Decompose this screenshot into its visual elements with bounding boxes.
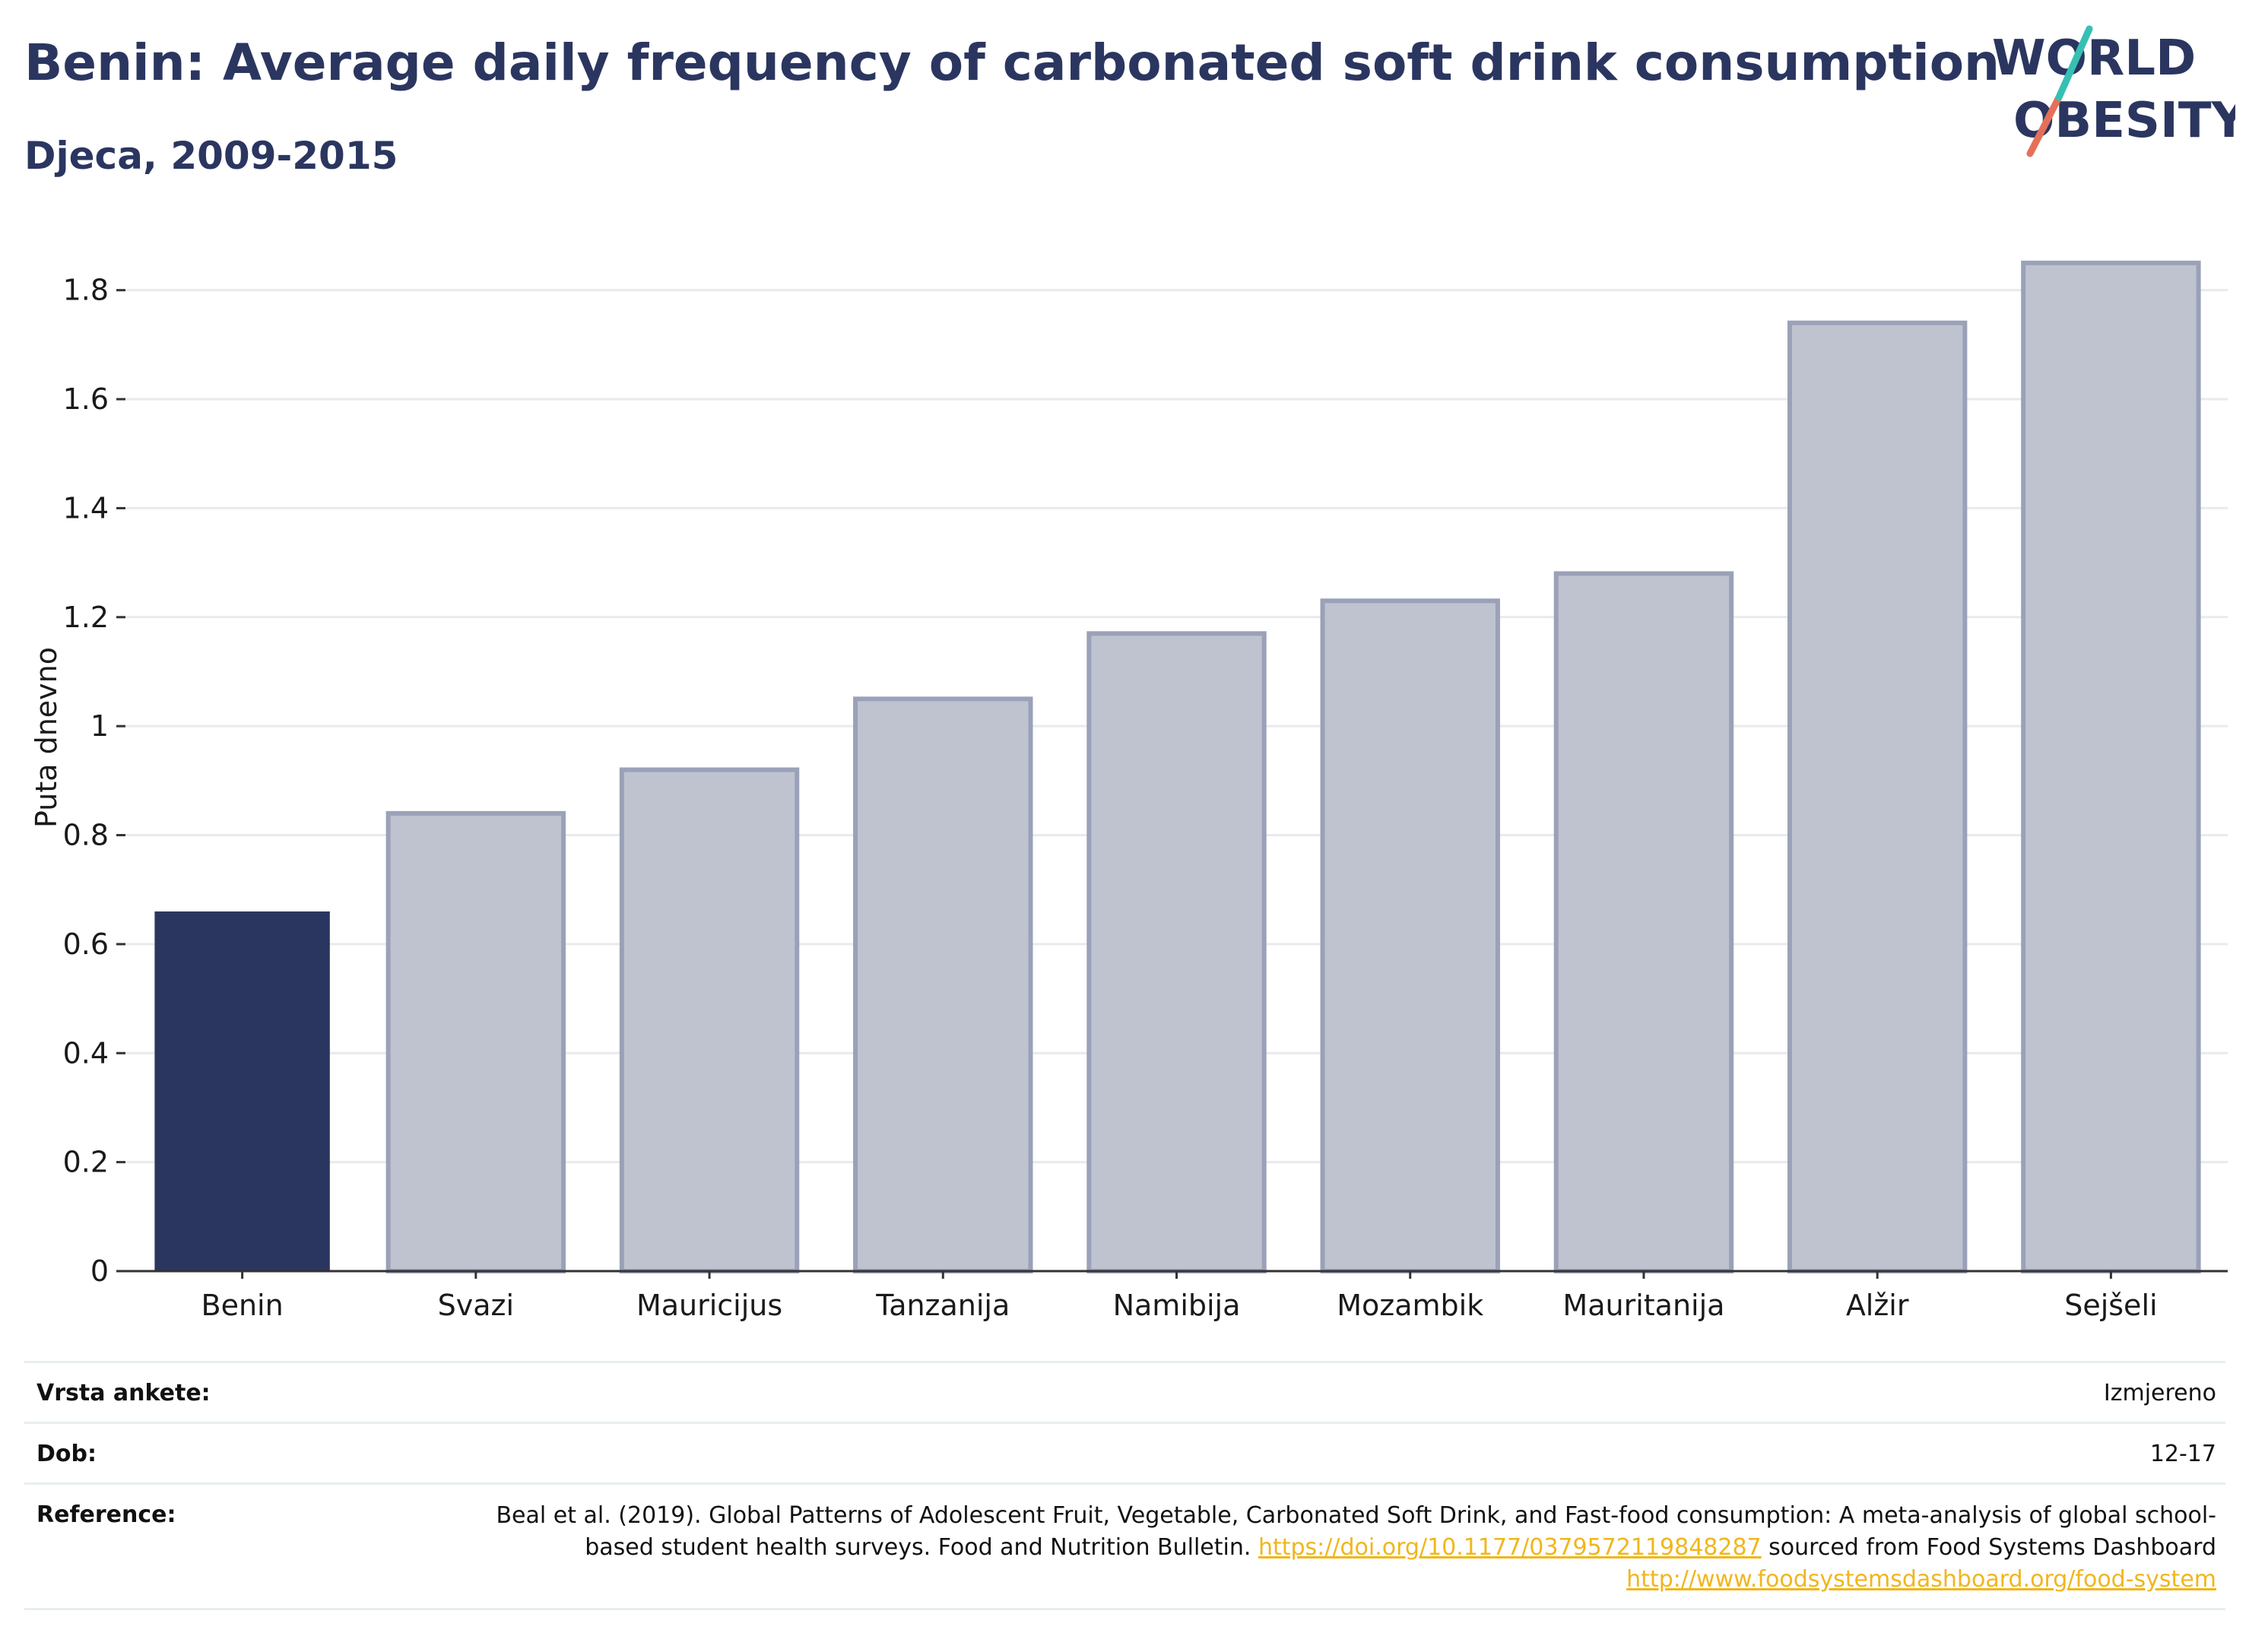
world-obesity-logo: WORLD OBESITY [1992, 25, 2235, 157]
x-tick-label: Benin [201, 1289, 284, 1322]
meta-row-survey: Vrsta ankete: Izmjereno [24, 1361, 2225, 1422]
chart-title: Benin: Average daily frequency of carbon… [24, 33, 2000, 92]
meta-row-age: Dob: 12-17 [24, 1422, 2225, 1482]
y-tick-label: 1.8 [63, 274, 109, 307]
metadata-table: Vrsta ankete: Izmjereno Dob: 12-17 Refer… [24, 1361, 2225, 1610]
y-tick-label: 0.8 [63, 819, 109, 852]
logo-slash-red [2026, 94, 2063, 157]
bar-namibija [1086, 631, 1267, 1273]
meta-row-reference: Reference: Beal et al. (2019). Global Pa… [24, 1482, 2225, 1610]
bar-tanzanija [853, 696, 1033, 1273]
reference-value: Beal et al. (2019). Global Patterns of A… [483, 1485, 2225, 1608]
bar-chart: 0 0.2 0.4 0.6 0.8 1 1.2 1.4 1.6 1.8 Benin Svazi Maur… [30, 260, 2228, 1322]
bar-mauritanija [1553, 571, 1734, 1274]
y-tick-label: 1.4 [63, 491, 109, 525]
x-tick-label: Mozambik [1337, 1289, 1483, 1322]
bar-alžir [1787, 320, 1968, 1274]
logo-slash-teal [2055, 25, 2093, 101]
reference-dashboard-link[interactable]: http://www.foodsystemsdashboard.org/food… [1626, 1566, 2216, 1593]
y-tick-label: 0.6 [63, 927, 109, 961]
logo-line1: WORLD [1992, 30, 2196, 87]
y-axis-label: Puta dnevno [30, 647, 63, 828]
axes: 0 0.2 0.4 0.6 0.8 1 1.2 1.4 1.6 1.8 Benin Svazi Maur… [63, 274, 2228, 1322]
bars [154, 260, 2201, 1274]
age-value: 12-17 [2149, 1441, 2216, 1467]
reference-doi-link[interactable]: https://doi.org/10.1177/0379572119848287 [1258, 1534, 1762, 1561]
reference-label: Reference: [36, 1501, 176, 1528]
x-tick-label: Mauricijus [636, 1289, 782, 1322]
y-tick-label: 0 [90, 1254, 109, 1288]
bar-benin [154, 911, 330, 1271]
reference-source-text: sourced from Food Systems Dashboard [1768, 1534, 2216, 1561]
survey-type-value: Izmjereno [2103, 1380, 2216, 1406]
y-tick-label: 0.2 [63, 1146, 109, 1179]
y-tick-label: 0.4 [63, 1036, 109, 1070]
reference-text: Beal et al. (2019). Global Patterns of A… [496, 1502, 2216, 1561]
age-label: Dob: [36, 1441, 97, 1467]
bar-sejšeli [2021, 260, 2201, 1273]
y-tick-label: 1.2 [63, 601, 109, 634]
x-tick-label: Sejšeli [2064, 1289, 2157, 1322]
y-tick-label: 1 [90, 709, 109, 743]
x-tick-label: Svazi [438, 1289, 514, 1322]
bar-svazi [385, 810, 566, 1273]
x-tick-label: Namibija [1113, 1289, 1241, 1322]
survey-type-label: Vrsta ankete: [36, 1380, 211, 1406]
bar-mozambik [1320, 598, 1500, 1273]
x-tick-label: Mauritanija [1562, 1289, 1724, 1322]
x-tick-label: Tanzanija [875, 1289, 1010, 1322]
y-tick-label: 1.6 [63, 382, 109, 416]
chart-subtitle: Djeca, 2009-2015 [24, 134, 398, 178]
x-tick-label: Alžir [1846, 1289, 1909, 1322]
bar-mauricijus [619, 767, 800, 1273]
